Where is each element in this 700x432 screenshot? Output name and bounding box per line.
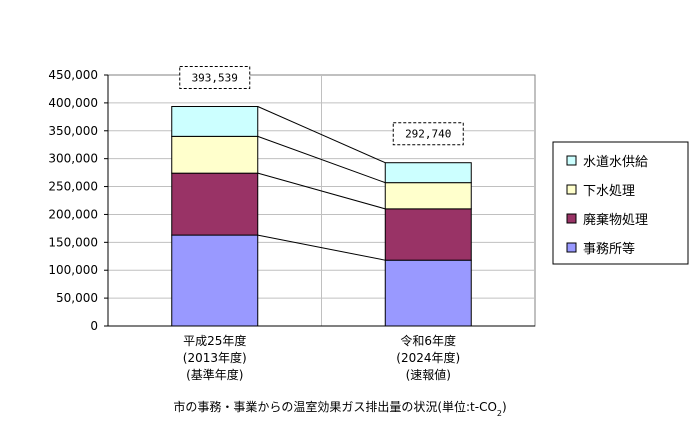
totals-layer: 393,539 292,740	[179, 65, 464, 146]
legend-label: 水道水供給	[583, 155, 648, 170]
bar-segment	[384, 208, 472, 261]
y-tick-label: 150,000	[48, 235, 98, 249]
series-connector-line	[257, 106, 386, 164]
legend-label: 下水処理	[583, 184, 635, 199]
y-tick-label: 350,000	[48, 124, 98, 138]
axis-layer: 0 50,000 100,000 150,000 200,000 250,000 300,0…	[48, 68, 535, 382]
y-tick-label: 250,000	[48, 180, 98, 194]
y-tick-label: 200,000	[48, 207, 98, 221]
bars-layer	[171, 105, 472, 327]
x-category-label: 令和6年度	[400, 333, 456, 348]
bar-segment	[384, 182, 472, 210]
bar-segment	[171, 234, 259, 327]
x-category-label: (速報値)	[406, 367, 451, 382]
y-tick-label: 450,000	[48, 68, 98, 82]
chart-title: 市の事務・事業からの温室効果ガス排出量の状況(単位:t-CO2)	[173, 399, 506, 418]
bar-segment	[171, 105, 259, 137]
legend-swatch	[566, 242, 577, 253]
legend-swatch	[566, 155, 577, 166]
legend-label: 事務所等	[583, 241, 635, 257]
x-category-label: (基準年度)	[186, 367, 243, 382]
bar-segment	[171, 172, 259, 236]
series-connector-line	[257, 234, 386, 261]
total-label-box	[179, 65, 251, 89]
bar-segment	[384, 259, 472, 327]
legend-swatch	[566, 184, 577, 195]
legend-swatch	[566, 213, 577, 224]
series-connector-line	[257, 172, 386, 210]
y-tick-label: 50,000	[56, 291, 98, 305]
y-tick-label: 0	[90, 319, 98, 333]
y-tick-label: 300,000	[48, 152, 98, 166]
connectors-layer	[257, 106, 386, 261]
bar-segment	[384, 162, 472, 184]
bar-segment	[171, 135, 259, 174]
total-label-box	[392, 122, 464, 146]
y-tick-label: 100,000	[48, 263, 98, 277]
y-tick-label: 400,000	[48, 96, 98, 110]
series-connector-line	[257, 135, 386, 184]
x-category-label: (2013年度)	[183, 350, 247, 365]
legend-label: 廃棄物処理	[583, 212, 648, 228]
total-label: 393,539	[192, 71, 238, 84]
x-category-label: (2024年度)	[396, 350, 460, 365]
x-category-label: 平成25年度	[183, 333, 246, 348]
total-label: 292,740	[405, 128, 451, 141]
